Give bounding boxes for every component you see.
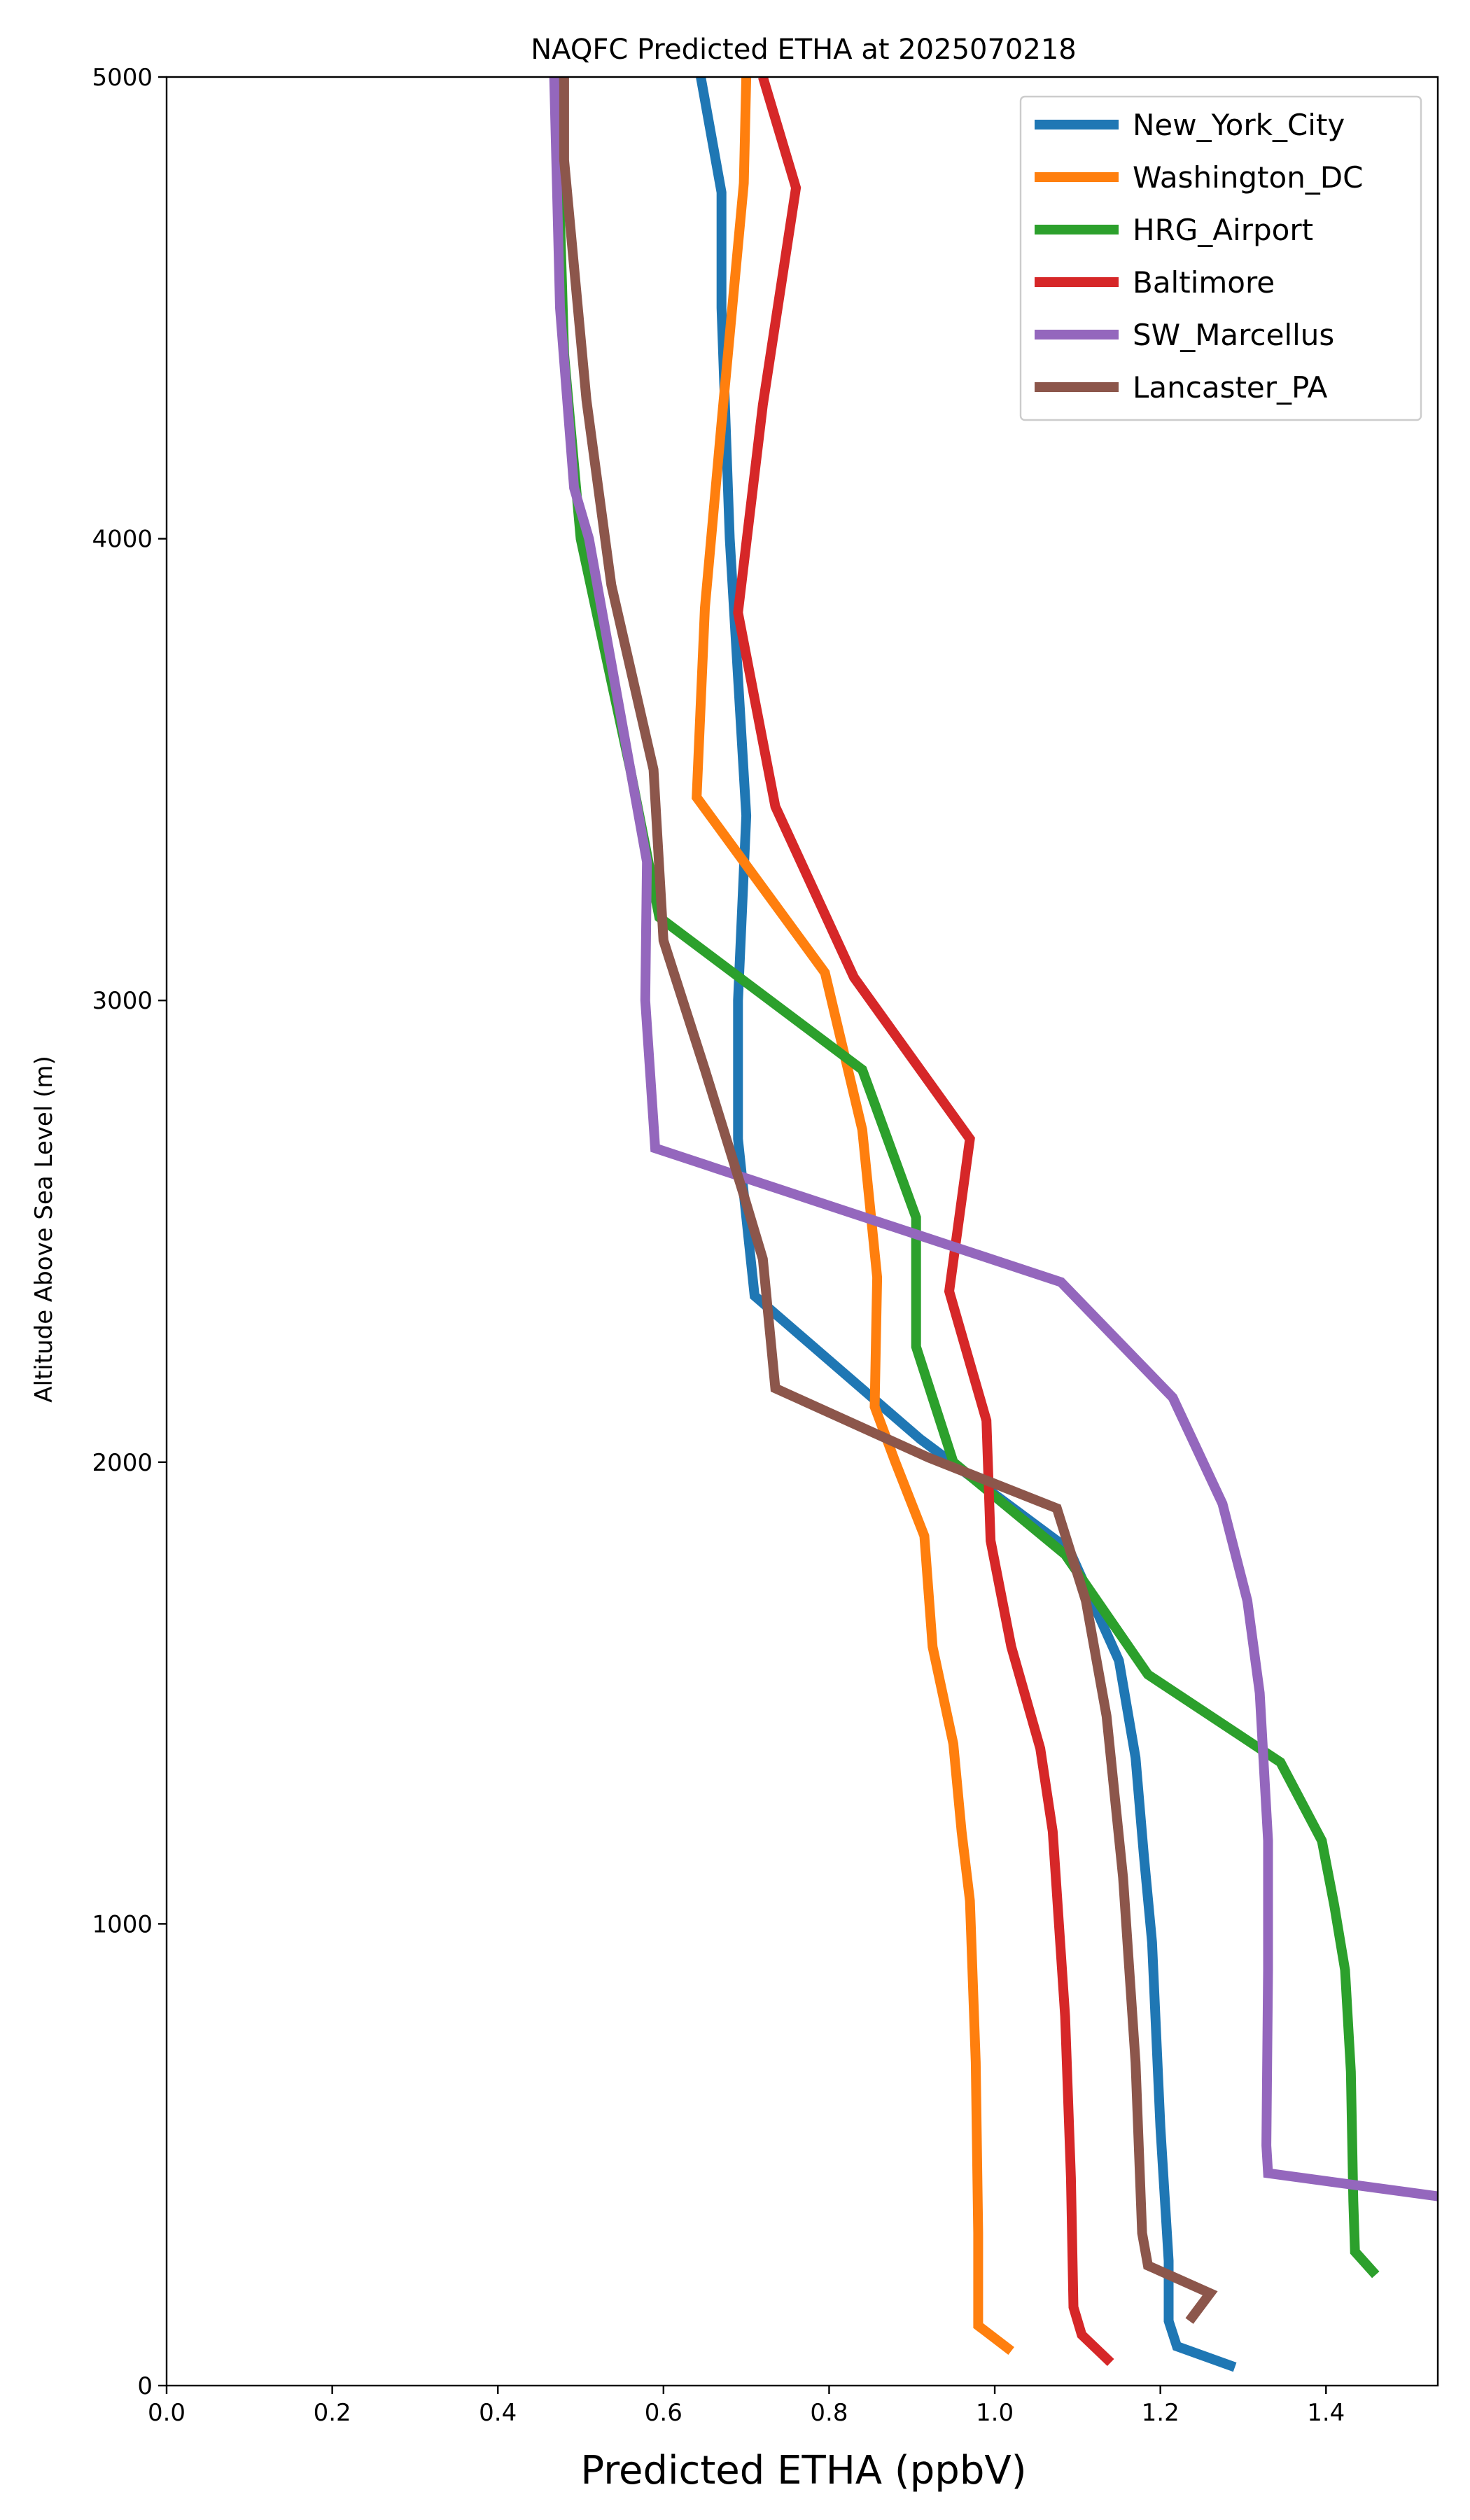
x-tick-label: 1.2 [1142,2399,1180,2427]
x-tick-label: 0.8 [810,2399,848,2427]
plot-frame [165,76,1439,2387]
axes-layer: 0.0 0.2 0.4 0.6 0.8 1.0 1.2 1.4 0 1000 2000 3000 400… [92,64,1439,2427]
legend-box [1019,95,1422,421]
y-tick-label: 4000 [92,526,153,554]
x-tick-label: 1.4 [1307,2399,1345,2427]
series-line-lancaster-pa [559,77,1218,2324]
x-axis-label: Predicted ETHA (ppbV) [580,2448,1026,2493]
y-tick-label: 2000 [92,1449,153,1477]
x-tick-label: 0.0 [148,2399,186,2427]
x-tick-label: 0.2 [314,2399,351,2427]
y-tick-label: 0 [137,2372,153,2400]
y-tick-label: 1000 [92,1910,153,1938]
legend-label: Washington_DC [1133,160,1363,195]
legend-label: New_York_City [1133,108,1345,142]
legend: New_York_City Washington_DC HRG_Airport Bal… [1019,95,1422,421]
legend-label: SW_Marcellus [1133,318,1334,352]
y-axis-label: Altitude Above Sea Level (m) [30,1056,58,1403]
y-tick-label: 5000 [92,64,153,92]
series-line-sw-marcellus [549,77,1438,2202]
legend-label: HRG_Airport [1133,213,1313,247]
x-tick-label: 0.6 [645,2399,682,2427]
series-layer [549,77,1438,2372]
y-tick-label: 3000 [92,987,153,1015]
legend-label: Baltimore [1133,265,1275,300]
x-tick-label: 1.0 [976,2399,1014,2427]
series-line-washington-dc [692,77,1014,2356]
chart-title: NAQFC Predicted ETHA at 2025070218 [531,34,1076,66]
legend-label: Lancaster_PA [1133,370,1328,405]
x-tick-label: 0.4 [479,2399,517,2427]
